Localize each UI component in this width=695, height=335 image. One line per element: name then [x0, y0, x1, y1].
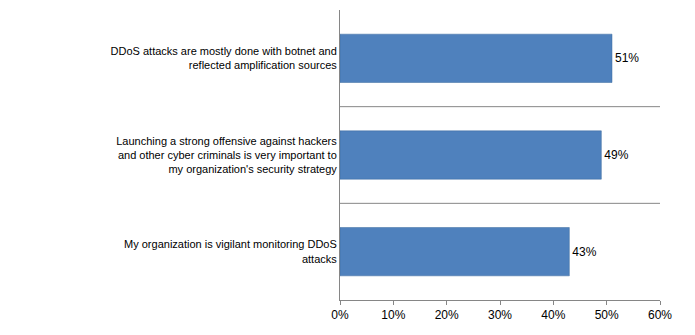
- svg-text:My organization is vigilant mo: My organization is vigilant monitoring D…: [124, 238, 337, 264]
- svg-text:20%: 20%: [435, 308, 459, 322]
- svg-text:DDoS attacks are mostly done w: DDoS attacks are mostly done with botnet…: [111, 45, 338, 71]
- svg-text:30%: 30%: [488, 308, 512, 322]
- svg-text:10%: 10%: [381, 308, 405, 322]
- svg-text:Launching a strong offensive a: Launching a strong offensive against hac…: [116, 135, 337, 176]
- svg-text:51%: 51%: [615, 51, 639, 65]
- svg-text:60%: 60%: [648, 308, 672, 322]
- svg-text:49%: 49%: [604, 148, 628, 162]
- svg-text:50%: 50%: [595, 308, 619, 322]
- svg-text:43%: 43%: [572, 245, 596, 259]
- svg-text:0%: 0%: [331, 308, 349, 322]
- svg-text:40%: 40%: [541, 308, 565, 322]
